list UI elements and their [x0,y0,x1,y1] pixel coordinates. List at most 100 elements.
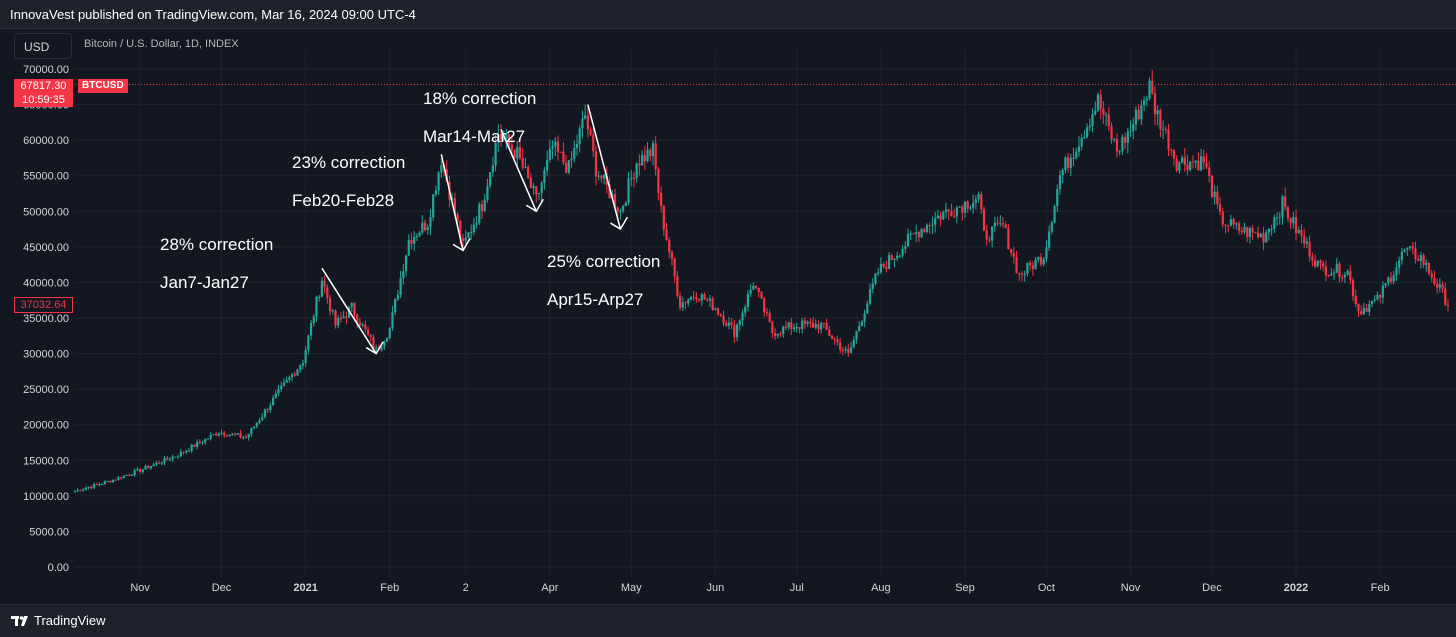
candle-body [1113,139,1116,141]
candle-body [866,303,869,314]
candle-body [1408,246,1412,248]
candle-body [364,324,367,330]
candle-body [746,293,750,307]
candle-body [179,451,182,457]
candle-body [114,479,117,481]
candle-body [1273,217,1276,229]
candle-body [263,409,267,417]
candle-body [1324,266,1327,276]
candle-body [239,433,242,438]
candle-body [1248,228,1252,237]
candle-body [106,481,109,483]
candle-body [1172,150,1176,159]
candle-body [1099,94,1102,109]
candle-body [822,322,826,324]
candle-body [830,335,834,339]
publisher-header: InnovaVest published on TradingView.com,… [0,0,1456,29]
candle-body [969,207,972,209]
candle-body [773,333,777,336]
candle-body [198,441,201,443]
candle-body [627,178,630,203]
candle-body [735,324,739,338]
candle-body [820,322,823,330]
candle-body [684,302,687,304]
candle-body [874,273,877,284]
candle-body [839,342,842,350]
candle-body [318,296,321,298]
candle-body [1018,272,1021,274]
candle-body [744,306,747,313]
candle-body [779,333,782,335]
candle-body [475,223,478,225]
candle-body [217,433,220,436]
candle-body [1048,231,1051,248]
candle-body [1075,151,1078,158]
candle-body [1398,260,1401,268]
candle-body [1446,304,1450,306]
candle-body [1077,146,1081,152]
candle-body [1414,248,1417,259]
candle-body [1031,265,1034,270]
currency-button[interactable]: USD [14,33,72,59]
candle-body [635,163,638,179]
candle-body [597,175,600,177]
candle-body [765,312,769,314]
candle-body [1275,217,1279,219]
candle-body [461,238,465,241]
candle-body [529,177,532,189]
candle-body [301,363,305,366]
candle-body [811,322,815,328]
x-tick-label: Nov [1121,582,1141,594]
candle-body [1392,275,1395,282]
candle-body [991,226,994,241]
candle-body [961,206,964,213]
candle-body [470,232,473,234]
price-chart[interactable]: 70000.0065000.0060000.0055000.0050000.00… [0,29,1456,604]
candle-body [502,138,505,140]
annotation-apr-dates: Apr15-Arp27 [547,290,644,309]
candle-body [1110,126,1113,140]
candle-body [320,280,324,297]
annotation-mar-dates: Mar14-Mar27 [423,127,526,146]
candle-body [828,329,831,336]
x-tick-label: 2 [463,582,469,594]
candle-body [1411,246,1414,249]
candle-body [603,174,606,179]
candle-body [1400,251,1403,261]
candle-body [177,456,180,458]
candle-body [673,258,676,277]
candle-body [309,323,313,336]
candle-body [1153,93,1157,115]
candle-body [190,444,193,451]
y-tick-label: 20000.00 [23,420,69,432]
candle-body [1161,129,1165,131]
candle-body [1294,217,1298,234]
candle-body [472,224,475,233]
candle-body [160,462,163,464]
candle-body [350,302,353,307]
candle-body [87,487,90,489]
candle-body [1145,98,1148,101]
candle-body [852,339,855,348]
candle-body [464,237,467,241]
candle-body [185,450,188,453]
chart-area[interactable]: 70000.0065000.0060000.0055000.0050000.00… [0,29,1456,604]
candle-body [451,198,454,200]
candle-body [385,338,389,342]
symbol-title: Bitcoin / U.S. Dollar, 1D, INDEX [84,38,239,50]
candle-body [1370,300,1374,305]
candle-body [1433,277,1436,284]
candle-body [1332,272,1336,274]
candle-body [985,230,988,240]
candle-body [950,211,953,217]
candle-body [1020,273,1024,275]
annotation-mar-correction: 18% correction Mar14-Mar27 [423,70,536,165]
candle-body [1227,225,1230,227]
candle-body [689,296,693,300]
candle-body [1167,129,1170,150]
candle-body [565,162,568,173]
candle-body [1362,307,1365,315]
candle-body [1140,105,1143,120]
candle-body [855,331,858,340]
candle-body [296,369,299,376]
